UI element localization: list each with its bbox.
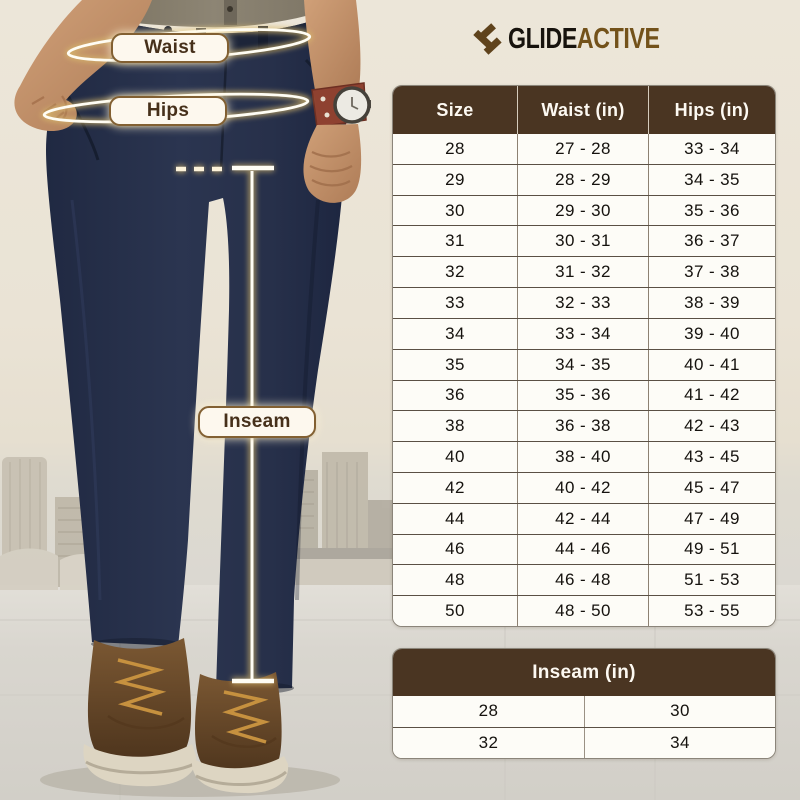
- size-table-row: 29 28 - 29 34 - 35: [393, 163, 775, 195]
- size-table-cell: 42: [393, 472, 517, 503]
- waist-measure-badge: Waist: [111, 33, 229, 63]
- inseam-table-row: 32 34: [393, 726, 775, 758]
- inseam-table-header: Inseam (in): [393, 649, 775, 696]
- size-table-row: 32 31 - 32 37 - 38: [393, 256, 775, 288]
- size-table-cell: 37 - 38: [648, 257, 775, 288]
- size-table-cell: 50: [393, 596, 517, 626]
- size-table-cell: 33 - 34: [648, 134, 775, 164]
- size-table-cell: 36 - 37: [648, 226, 775, 257]
- size-table-row: 40 38 - 40 43 - 45: [393, 441, 775, 472]
- size-table-cell: 31 - 32: [517, 257, 648, 288]
- size-table-row: 46 44 - 46 49 - 51: [393, 533, 775, 565]
- size-table-cell: 33: [393, 288, 517, 318]
- size-table-cell: 36 - 38: [517, 411, 648, 442]
- size-table-cell: 29: [393, 164, 517, 195]
- size-table-row: 42 40 - 42 45 - 47: [393, 471, 775, 503]
- right-arm: [303, 0, 371, 203]
- size-table-cell: 34 - 35: [648, 164, 775, 195]
- size-table-cell: 49 - 51: [648, 534, 775, 565]
- inseam-table-row: 28 30: [393, 696, 775, 727]
- size-table-cell: 47 - 49: [648, 503, 775, 534]
- size-table-cell: 28: [393, 134, 517, 164]
- size-table-cell: 40 - 42: [517, 472, 648, 503]
- brand-logo: GLIDE ACTIVE: [392, 16, 776, 62]
- inseam-table-cell: 28: [393, 696, 584, 727]
- size-table-cell: 32: [393, 257, 517, 288]
- size-table-cell: 48: [393, 565, 517, 596]
- size-table-cell: 34: [393, 318, 517, 349]
- size-table-row: 36 35 - 36 41 - 42: [393, 379, 775, 411]
- size-table-cell: 41 - 42: [648, 380, 775, 411]
- size-table-cell: 42 - 44: [517, 503, 648, 534]
- size-table-row: 38 36 - 38 42 - 43: [393, 410, 775, 442]
- size-table-row: 44 42 - 44 47 - 49: [393, 502, 775, 534]
- hips-measure-badge: Hips: [109, 96, 227, 126]
- inseam-table-body: 28 30 32 34: [393, 696, 775, 758]
- wristwatch: [311, 82, 371, 128]
- brand-name-secondary: ACTIVE: [576, 22, 660, 55]
- size-table-cell: 53 - 55: [648, 596, 775, 626]
- size-table-cell: 44: [393, 503, 517, 534]
- size-table-cell: 28 - 29: [517, 164, 648, 195]
- size-table-cell: 46: [393, 534, 517, 565]
- waist-column-header: Waist (in): [517, 86, 648, 134]
- hips-badge-label: Hips: [146, 100, 190, 121]
- size-table-row: 30 29 - 30 35 - 36: [393, 194, 775, 226]
- size-table-row: 33 32 - 33 38 - 39: [393, 287, 775, 318]
- waist-badge-label: Waist: [144, 37, 196, 58]
- size-table-cell: 35: [393, 349, 517, 380]
- size-table-cell: 35 - 36: [648, 195, 775, 226]
- size-table-cell: 36: [393, 380, 517, 411]
- size-table-cell: 46 - 48: [517, 565, 648, 596]
- model-photo-illustration: [0, 0, 400, 797]
- city-skyline-right: [262, 452, 400, 585]
- size-table-header: Size Waist (in) Hips (in): [393, 86, 775, 134]
- brand-name-primary: GLIDE: [507, 22, 577, 55]
- size-table-cell: 30: [393, 195, 517, 226]
- size-table-cell: 30 - 31: [517, 226, 648, 257]
- size-table-cell: 39 - 40: [648, 318, 775, 349]
- inseam-table: Inseam (in) 28 30 32 34: [392, 648, 776, 759]
- size-table-cell: 44 - 46: [517, 534, 648, 565]
- size-table-row: 50 48 - 50 53 - 55: [393, 595, 775, 626]
- size-table-cell: 38: [393, 411, 517, 442]
- size-table: Size Waist (in) Hips (in) 28 27 - 28 33 - …: [392, 85, 776, 627]
- size-table-row: 35 34 - 35 40 - 41: [393, 348, 775, 380]
- glideactive-zigzag-icon: [473, 23, 502, 55]
- size-table-row: 28 27 - 28 33 - 34: [393, 134, 775, 164]
- shirt: [86, 0, 342, 28]
- size-table-cell: 48 - 50: [517, 596, 648, 626]
- brand-wordmark: GLIDE ACTIVE: [507, 22, 660, 55]
- size-table-cell: 35 - 36: [517, 380, 648, 411]
- size-table-cell: 34 - 35: [517, 349, 648, 380]
- hips-column-header: Hips (in): [648, 86, 775, 134]
- size-table-row: 31 30 - 31 36 - 37: [393, 225, 775, 257]
- size-table-cell: 32 - 33: [517, 288, 648, 318]
- size-table-cell: 42 - 43: [648, 411, 775, 442]
- size-table-row: 34 33 - 34 39 - 40: [393, 317, 775, 349]
- inseam-table-cell: 32: [393, 727, 584, 758]
- size-table-cell: 31: [393, 226, 517, 257]
- size-table-cell: 38 - 39: [648, 288, 775, 318]
- size-table-cell: 29 - 30: [517, 195, 648, 226]
- size-table-cell: 40 - 41: [648, 349, 775, 380]
- inseam-table-cell: 34: [584, 727, 775, 758]
- size-table-row: 48 46 - 48 51 - 53: [393, 564, 775, 596]
- size-table-body: 28 27 - 28 33 - 34 29 28 - 29 34 - 35 30 29 - 3…: [393, 134, 775, 626]
- inseam-badge-label: Inseam: [223, 411, 291, 432]
- size-table-cell: 51 - 53: [648, 565, 775, 596]
- inseam-table-cell: 30: [584, 696, 775, 727]
- boots: [83, 638, 289, 794]
- size-table-cell: 33 - 34: [517, 318, 648, 349]
- size-table-cell: 45 - 47: [648, 472, 775, 503]
- size-table-cell: 27 - 28: [517, 134, 648, 164]
- size-column-header: Size: [436, 99, 474, 120]
- size-table-cell: 40: [393, 442, 517, 472]
- size-table-cell: 43 - 45: [648, 442, 775, 472]
- size-table-cell: 38 - 40: [517, 442, 648, 472]
- inseam-measure-badge: Inseam: [198, 406, 316, 438]
